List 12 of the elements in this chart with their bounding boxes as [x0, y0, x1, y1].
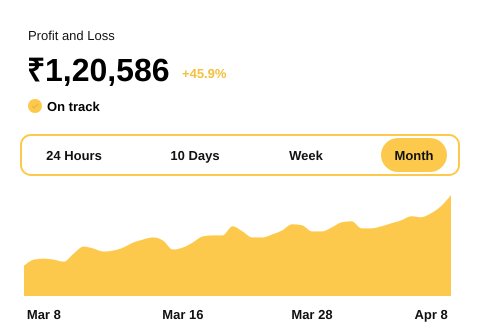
x-tick-label: Apr 8	[414, 307, 448, 322]
text: 10 Days	[170, 148, 220, 163]
x-tick-label: Mar 28	[291, 307, 333, 322]
chart-subtitle: ₹1,20,586	[27, 52, 170, 88]
chart-title: Profit and Loss	[28, 28, 116, 43]
text: +45.9%	[182, 66, 227, 81]
x-tick-label: Mar 16	[162, 307, 204, 322]
text: Week	[289, 148, 324, 163]
x-tick-label: Mar 8	[26, 307, 61, 322]
text: Month	[394, 148, 434, 163]
text: On track	[47, 99, 101, 114]
text: 24 Hours	[46, 148, 102, 163]
